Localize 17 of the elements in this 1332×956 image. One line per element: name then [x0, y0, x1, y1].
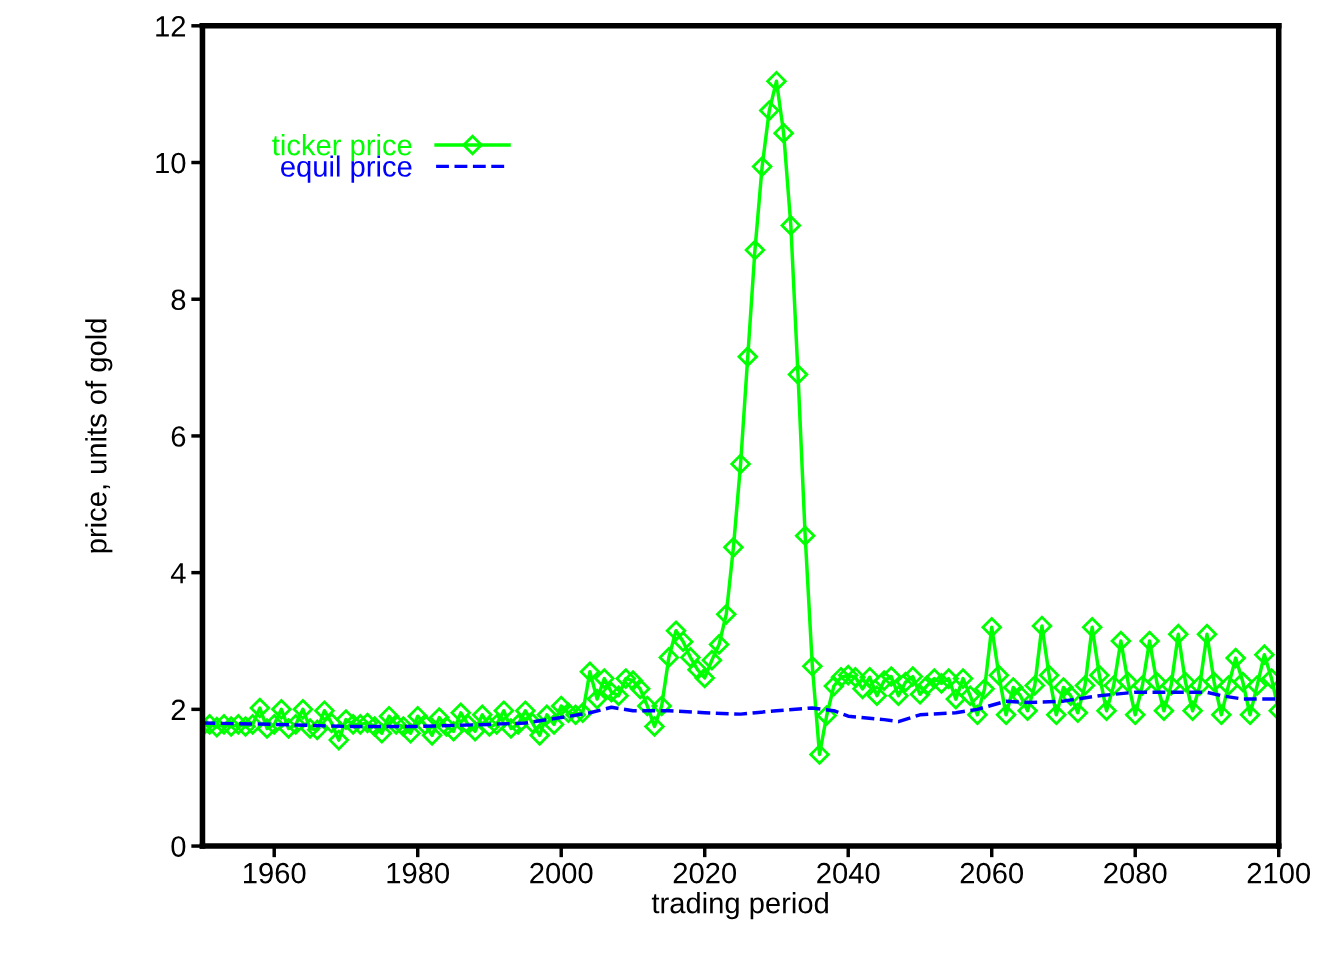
x-axis-title: trading period [651, 892, 828, 920]
y-tick-label: 2 [171, 699, 186, 720]
y-tick-label: 10 [156, 152, 186, 174]
y-tick-label: 8 [171, 289, 186, 311]
y-tick-label: 6 [171, 426, 186, 447]
x-tick-label: 2060 [960, 862, 1024, 884]
x-tick-label: 1960 [244, 862, 306, 884]
x-tick-label: 2080 [1104, 862, 1167, 884]
y-tick-label: 0 [171, 836, 186, 857]
y-tick-label: 4 [170, 563, 186, 584]
x-tick-label: 2100 [1247, 862, 1311, 884]
x-tick-label: 2020 [673, 862, 737, 884]
x-tick-label: 2040 [817, 862, 880, 884]
x-tick-label: 1980 [387, 862, 450, 884]
y-tick-label: 12 [156, 16, 186, 37]
y-axis-title: price, units of gold [85, 319, 113, 553]
x-tick-label: 2000 [530, 862, 593, 884]
